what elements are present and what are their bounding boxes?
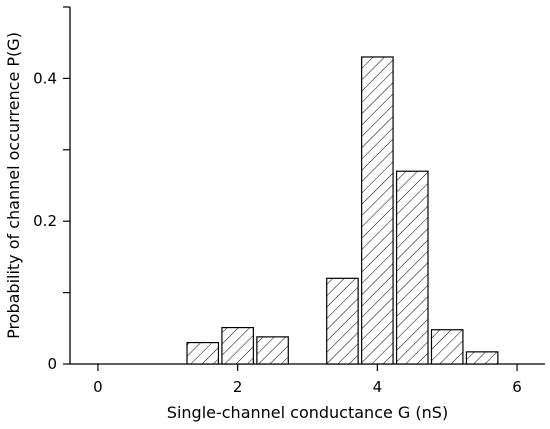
bar-7 (465, 351, 499, 365)
bar-3 (326, 277, 359, 365)
bar-0 (186, 341, 220, 365)
x-axis-ticks: 0 2 4 6 (93, 364, 522, 396)
x-axis-label: Single-channel conductance G (nS) (167, 403, 448, 422)
plot-area (69, 7, 545, 365)
bar-4 (361, 56, 394, 365)
bar-5 (395, 170, 429, 365)
x-tick-label: 6 (512, 378, 522, 396)
y-axis-label: Probability of channel occurrence P(G) (4, 32, 23, 339)
bar-6 (430, 329, 464, 365)
y-tick-label: 0.4 (33, 69, 57, 87)
x-tick-label: 4 (373, 378, 383, 396)
x-tick-label: 2 (233, 378, 243, 396)
y-tick-label: 0.2 (33, 212, 57, 230)
bar-1 (221, 326, 254, 365)
bar-2 (256, 336, 289, 365)
x-tick-label: 0 (93, 378, 103, 396)
y-tick-label: 0 (47, 355, 57, 373)
y-axis-ticks: 0 0.2 0.4 (33, 6, 70, 373)
bars (186, 56, 499, 365)
